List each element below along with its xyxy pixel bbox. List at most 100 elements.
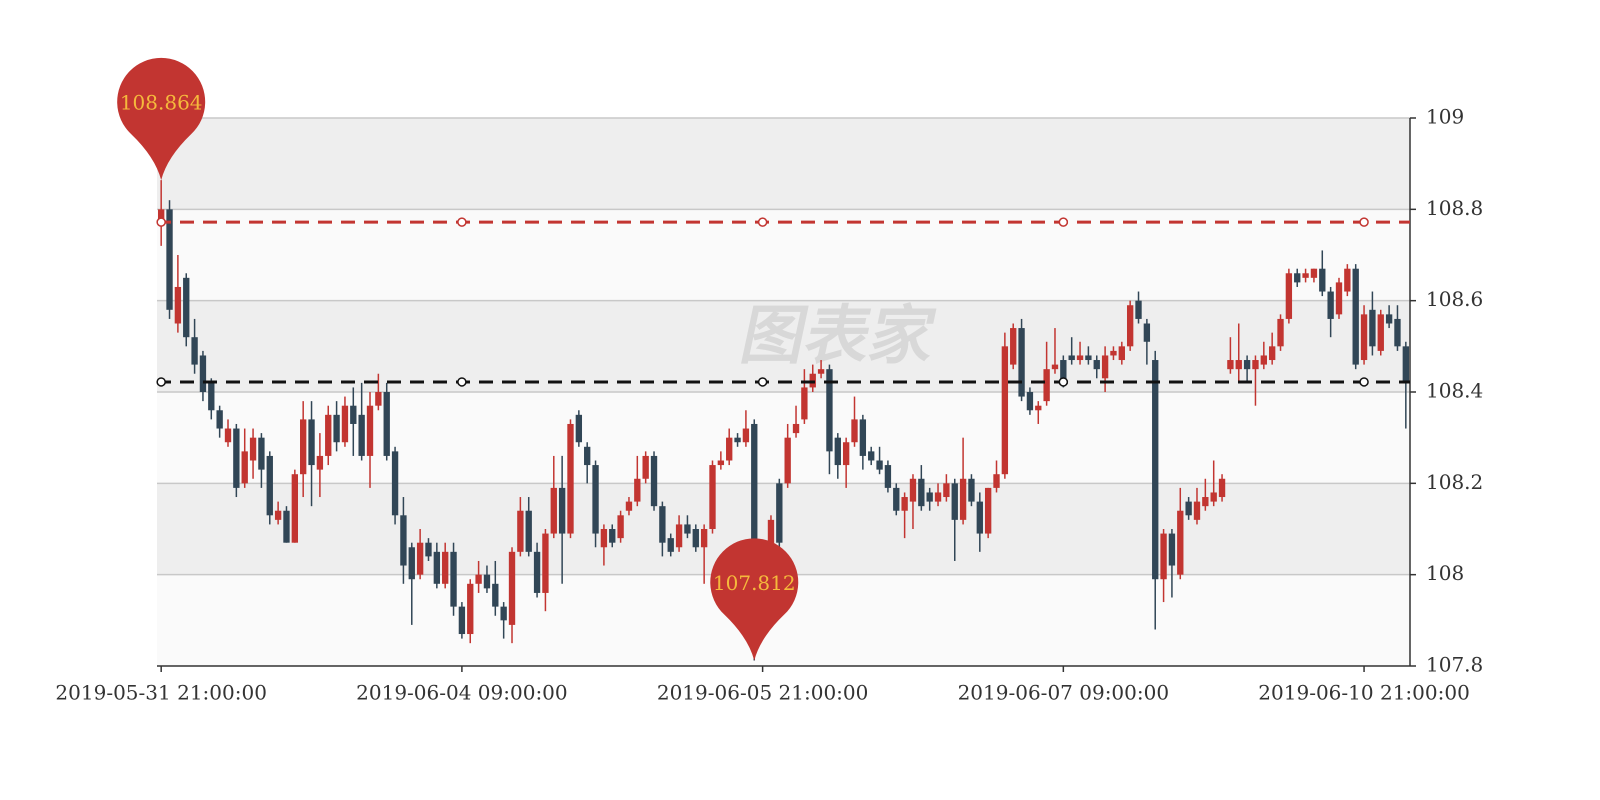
candle-body bbox=[684, 524, 691, 534]
candle-body bbox=[266, 455, 273, 516]
candle-body bbox=[776, 483, 783, 543]
candle-body bbox=[1101, 355, 1109, 379]
candle-body bbox=[792, 423, 800, 434]
mark-point-label: 107.812 bbox=[713, 571, 796, 595]
candle-body bbox=[784, 437, 791, 484]
candle-body bbox=[834, 437, 841, 466]
candle-body bbox=[358, 414, 365, 456]
candle-body bbox=[1135, 300, 1142, 319]
candle-body bbox=[1327, 291, 1334, 319]
candle-body bbox=[609, 529, 616, 543]
candle-body bbox=[634, 478, 641, 502]
candle-body bbox=[959, 478, 967, 520]
candle-body bbox=[1344, 268, 1351, 292]
x-tick-label: 2019-05-31 21:00:00 bbox=[55, 681, 267, 705]
candle-body bbox=[909, 478, 917, 502]
y-tick-label: 108.6 bbox=[1426, 287, 1483, 311]
candle-body bbox=[475, 574, 482, 584]
candle-body bbox=[1235, 360, 1242, 370]
y-tick-label: 108.2 bbox=[1426, 470, 1483, 494]
candle-body bbox=[1160, 533, 1167, 580]
candle-body bbox=[600, 529, 608, 548]
mark-point-label: 108.864 bbox=[120, 91, 203, 115]
candle-body bbox=[1043, 369, 1050, 402]
candle-body bbox=[550, 487, 557, 534]
candle-body bbox=[1369, 309, 1376, 347]
candle-body bbox=[325, 414, 332, 456]
candle-body bbox=[1018, 328, 1025, 397]
watermark: 图表家 bbox=[735, 299, 943, 373]
candle-body bbox=[442, 551, 449, 584]
candle-body bbox=[467, 583, 474, 635]
candle-body bbox=[851, 419, 858, 443]
candle-body bbox=[191, 337, 198, 365]
candle-body bbox=[241, 451, 248, 484]
mark-line-dot bbox=[757, 217, 768, 227]
candle-body bbox=[976, 501, 983, 534]
y-tick-label: 107.8 bbox=[1426, 653, 1483, 677]
y-tick-label: 108.8 bbox=[1426, 196, 1483, 220]
candle-body bbox=[199, 355, 207, 392]
candle-body bbox=[726, 437, 733, 461]
candle-body bbox=[675, 524, 683, 548]
candle-body bbox=[274, 510, 282, 520]
mark-line-dot bbox=[156, 217, 166, 227]
candle-body bbox=[174, 286, 182, 324]
candle-body bbox=[692, 529, 699, 548]
candle-body bbox=[341, 405, 349, 443]
candle-body bbox=[391, 451, 399, 516]
candle-body bbox=[1051, 364, 1059, 370]
split-area bbox=[157, 118, 1410, 210]
candle-body bbox=[558, 487, 566, 534]
candle-body bbox=[1268, 346, 1276, 361]
mark-point bbox=[710, 538, 799, 661]
x-tick-label: 2019-06-10 21:00:00 bbox=[1258, 681, 1470, 705]
candle-body bbox=[366, 405, 374, 456]
candle-body bbox=[183, 277, 190, 338]
candle-body bbox=[918, 478, 925, 507]
candle-body bbox=[934, 492, 942, 502]
mark-line-dot bbox=[1058, 377, 1069, 387]
candle-body bbox=[1177, 510, 1184, 575]
candle-body bbox=[951, 483, 958, 520]
candle-body bbox=[283, 510, 290, 543]
candle-body bbox=[1118, 346, 1125, 361]
candle-body bbox=[383, 392, 390, 456]
candle-body bbox=[333, 414, 340, 443]
mark-line-dot bbox=[1359, 377, 1369, 387]
candle-body bbox=[1210, 492, 1217, 502]
candle-body bbox=[258, 437, 265, 470]
candle-body bbox=[1302, 273, 1309, 278]
candle-body bbox=[742, 428, 750, 443]
candle-body bbox=[709, 465, 716, 529]
candle-body bbox=[1277, 318, 1284, 347]
candle-body bbox=[1335, 282, 1343, 315]
candle-body bbox=[801, 387, 808, 420]
y-tick-label: 108.4 bbox=[1426, 379, 1483, 403]
candle-body bbox=[249, 437, 257, 461]
candle-body bbox=[984, 487, 992, 534]
candle-body bbox=[1252, 360, 1259, 370]
mark-line-dot bbox=[457, 377, 467, 387]
candle-body bbox=[1152, 360, 1159, 580]
candle-body bbox=[224, 428, 232, 443]
candle-body bbox=[993, 474, 1000, 488]
mark-line-dot bbox=[1359, 217, 1369, 227]
mark-point bbox=[117, 57, 206, 181]
mark-line-dot bbox=[1058, 217, 1069, 227]
x-tick-label: 2019-06-05 21:00:00 bbox=[657, 681, 869, 705]
candle-body bbox=[717, 460, 725, 466]
candle-body bbox=[525, 510, 532, 552]
candle-body bbox=[350, 405, 357, 424]
y-tick-label: 108 bbox=[1426, 561, 1464, 585]
candle-body bbox=[1110, 350, 1117, 356]
candle-body bbox=[1310, 268, 1318, 278]
candle-body bbox=[968, 478, 975, 502]
candle-body bbox=[1010, 328, 1017, 365]
candle-body bbox=[1035, 405, 1042, 411]
candle-body bbox=[1394, 318, 1401, 347]
candle-body bbox=[1360, 314, 1368, 361]
candle-body bbox=[584, 446, 591, 466]
candle-body bbox=[1093, 360, 1100, 370]
candle-body bbox=[659, 506, 666, 543]
